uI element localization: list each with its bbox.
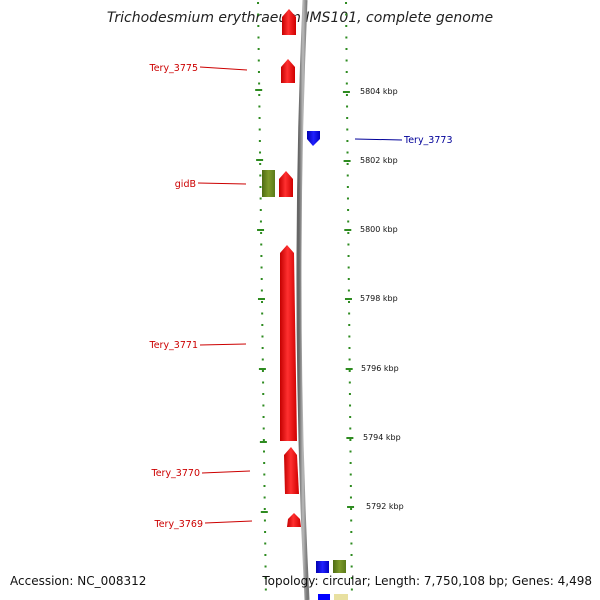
gene-label-tery-3770[interactable]: Tery_3770 xyxy=(151,468,201,479)
scale-tick-label: 5796 kbp xyxy=(361,364,399,373)
scale-tick-label: 5794 kbp xyxy=(363,433,401,442)
scale-ticks: 5804 kbp 5802 kbp 5800 kbp 5798 kbp 5796 kbp… xyxy=(360,87,404,511)
gene-arrow-top xyxy=(282,9,296,35)
rna-gene-green-bottom xyxy=(333,560,346,573)
rna-gene-green[interactable] xyxy=(262,170,275,197)
gene-arrow-tery-3770[interactable] xyxy=(284,447,299,494)
genome-backbone xyxy=(296,0,310,600)
accession-text: Accession: NC_008312 xyxy=(10,574,147,588)
gene-arrow-tery-3773[interactable] xyxy=(307,131,320,146)
gene-arrow-gidb[interactable] xyxy=(279,171,293,197)
gene-label-gidb[interactable]: gidB xyxy=(175,179,196,190)
scale-tick-label: 5802 kbp xyxy=(360,156,398,165)
gene-arrow-tery-3769[interactable] xyxy=(287,513,301,527)
gene-label-tery-3769[interactable]: Tery_3769 xyxy=(154,519,204,530)
map-title: Trichodesmium erythraeum IMS101, complet… xyxy=(106,10,494,26)
dotted-track-right xyxy=(342,2,355,591)
scale-tick-label: 5800 kbp xyxy=(360,225,398,234)
gene-label-tery-3771[interactable]: Tery_3771 xyxy=(149,340,199,351)
leader-lines xyxy=(197,66,403,524)
gene-blue-bottom-2 xyxy=(318,594,330,600)
dotted-track-left xyxy=(255,2,268,591)
gene-label-tery-3775[interactable]: Tery_3775 xyxy=(149,63,199,74)
gene-arrows xyxy=(262,9,348,600)
scale-tick-label: 5792 kbp xyxy=(366,502,404,511)
gene-label-tery-3773[interactable]: Tery_3773 xyxy=(403,135,453,146)
gene-labels: Tery_3775 Tery_3773 gidB Tery_3771 Tery_3770… xyxy=(149,63,453,530)
gene-arrow-tery-3771[interactable] xyxy=(280,245,297,441)
gene-arrow-tery-3775[interactable] xyxy=(281,59,295,83)
gene-blue-bottom xyxy=(316,561,329,573)
scale-tick-label: 5798 kbp xyxy=(360,294,398,303)
gene-yellow-bottom xyxy=(334,594,348,600)
scale-tick-label: 5804 kbp xyxy=(360,87,398,96)
genome-summary-text: Topology: circular; Length: 7,750,108 bp… xyxy=(262,574,592,588)
